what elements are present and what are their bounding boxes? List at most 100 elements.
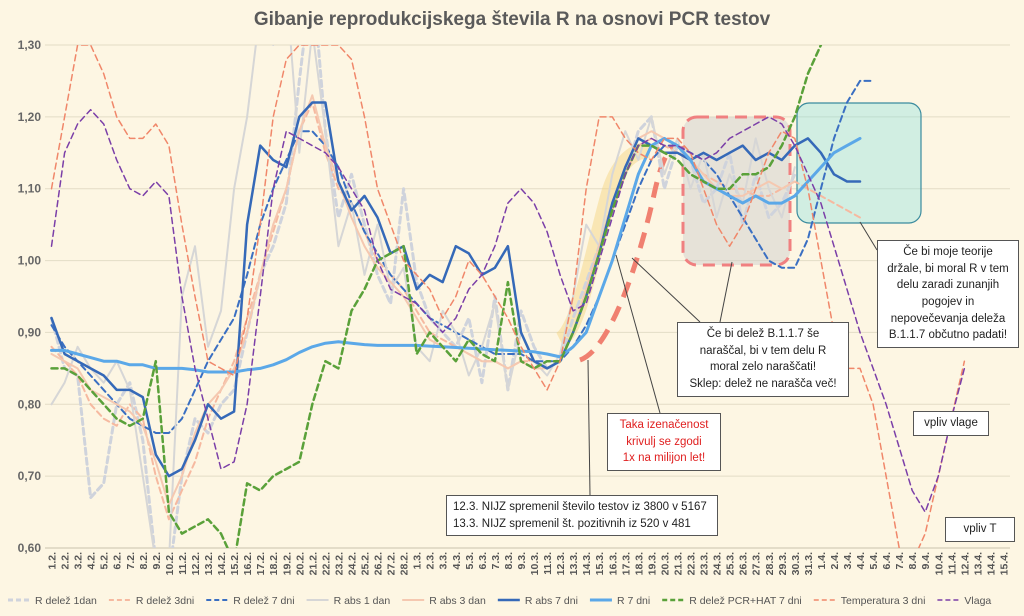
- x-tick-label: 31.3.: [803, 552, 815, 575]
- legend-item: R delež 7 dni: [206, 595, 295, 607]
- legend-label: R abs 3 dan: [429, 595, 486, 607]
- legend-item: R delež PCR+HAT 7 dni: [662, 595, 802, 607]
- annotation-nijz-change: 12.3. NIJZ spremenil število testov iz 3…: [446, 495, 718, 537]
- series-line: [50, 45, 797, 548]
- y-tick-label: 0,80: [18, 397, 42, 411]
- x-tick-label: 2.3.: [425, 552, 437, 570]
- legend-label: R delež 7 dni: [233, 595, 294, 607]
- x-tick-label: 26.2.: [373, 552, 385, 575]
- chart-title: Gibanje reprodukcijskega števila R na os…: [254, 9, 771, 30]
- x-tick-label: 17.3.: [620, 552, 632, 575]
- x-tick-label: 27.3.: [751, 552, 763, 575]
- x-tick-label: 25.2.: [359, 552, 371, 575]
- x-tick-label: 4.3.: [451, 552, 463, 570]
- x-tick-label: 13.3.: [568, 552, 580, 575]
- x-tick-label: 5.3.: [464, 552, 476, 570]
- annotation-coincidence: Taka izenačenost krivulj se zgodi 1x na …: [607, 413, 721, 472]
- series-lines: [50, 45, 966, 548]
- x-tick-label: 22.3.: [686, 552, 698, 575]
- x-tick-label: 10.2.: [164, 552, 176, 575]
- grid: [45, 44, 1010, 549]
- legend-label: R delež 3dni: [136, 595, 194, 607]
- legend-label: R delež PCR+HAT 7 dni: [689, 595, 802, 607]
- x-tick-label: 30.3.: [790, 552, 802, 575]
- x-tick-label: 11.2.: [177, 552, 189, 575]
- x-tick-label: 11.4.: [946, 552, 958, 575]
- x-tick-label: 1.3.: [412, 552, 424, 570]
- annotation-temperature: vpliv T: [945, 517, 1015, 542]
- highlight-hypothesis-zone: [796, 102, 922, 224]
- x-tick-label: 2.2.: [60, 552, 72, 570]
- x-tick-label: 21.3.: [672, 552, 684, 575]
- x-tick-label: 22.2.: [320, 552, 332, 575]
- legend-label: R 7 dni: [617, 595, 650, 607]
- x-tick-label: 7.3.: [490, 552, 502, 570]
- y-axis: 0,60 0,70 0,80 0,90 1,00 1,10 1,20 1,30: [18, 38, 42, 555]
- y-tick-label: 0,90: [18, 325, 42, 339]
- connector-coincidence: [615, 254, 661, 414]
- x-tick-label: 12.3.: [555, 552, 567, 575]
- legend-item: R abs 7 dni: [497, 595, 578, 607]
- x-tick-label: 5.2.: [99, 552, 111, 570]
- x-tick-label: 13.4.: [972, 552, 984, 575]
- x-tick-label: 6.4.: [881, 552, 893, 570]
- x-tick-label: 12.2.: [190, 552, 202, 575]
- x-tick-label: 29.3.: [777, 552, 789, 575]
- series-line: [50, 101, 862, 478]
- connector-b117-a: [631, 257, 701, 323]
- legend-item: Vlaga: [937, 595, 991, 607]
- x-tick-label: 23.2.: [333, 552, 345, 575]
- y-tick-label: 0,60: [18, 541, 42, 555]
- legend-label: R abs 1 dan: [334, 595, 391, 607]
- x-tick-label: 3.4.: [842, 552, 854, 570]
- highlight-dashed-trend: [578, 142, 677, 363]
- x-tick-label: 15.3.: [594, 552, 606, 575]
- legend-item: R delež 3dni: [108, 595, 194, 607]
- x-tick-label: 5.4.: [868, 552, 880, 570]
- x-tick-label: 8.2.: [138, 552, 150, 570]
- x-tick-label: 10.4.: [933, 552, 945, 575]
- y-tick-label: 1,20: [18, 110, 42, 124]
- y-tick-label: 1,30: [18, 38, 42, 52]
- x-tick-label: 19.2.: [281, 552, 293, 575]
- x-tick-label: 24.2.: [346, 552, 358, 575]
- x-tick-label: 21.2.: [307, 552, 319, 575]
- x-tick-label: 10.3.: [529, 552, 541, 575]
- x-tick-label: 28.2.: [399, 552, 411, 575]
- y-tick-label: 1,00: [18, 254, 42, 268]
- x-tick-label: 16.2.: [242, 552, 254, 575]
- x-tick-label: 12.4.: [959, 552, 971, 575]
- x-tick-label: 8.4.: [907, 552, 919, 570]
- annotation-connectors: [587, 221, 878, 496]
- x-tick-label: 8.3.: [503, 552, 515, 570]
- series-line: [50, 79, 875, 434]
- series-line: [50, 108, 966, 513]
- legend-item: R delež 1dan: [8, 595, 97, 607]
- x-tick-label: 18.3.: [633, 552, 645, 575]
- legend-label: R abs 7 dni: [525, 595, 578, 607]
- highlights: [555, 102, 922, 363]
- x-tick-label: 25.3.: [725, 552, 737, 575]
- legend-label: Temperatura 3 dni: [841, 595, 926, 607]
- x-tick-label: 9.4.: [920, 552, 932, 570]
- x-tick-label: 9.2.: [151, 552, 163, 570]
- connector-b117-b: [719, 261, 733, 323]
- x-tick-label: 15.2.: [229, 552, 241, 575]
- x-tick-label: 6.2.: [112, 552, 124, 570]
- x-tick-label: 20.3.: [659, 552, 671, 575]
- x-tick-label: 27.2.: [386, 552, 398, 575]
- series-line: [50, 45, 823, 548]
- legend-label: Vlaga: [964, 595, 991, 607]
- x-tick-label: 18.2.: [268, 552, 280, 575]
- x-tick-label: 6.3.: [477, 552, 489, 570]
- series-line: [50, 136, 862, 374]
- series-line: [50, 45, 966, 548]
- x-axis: 1.2. 2.2. 3.2. 4.2. 5.2. 6.2. 7.2. 8.2. 9.2. 10.2…: [47, 552, 1011, 575]
- legend-item: R abs 3 dan: [402, 595, 486, 607]
- x-tick-label: 1.4.: [816, 552, 828, 570]
- legend: R delež 1dan R delež 3dni R delež 7 dni R a…: [8, 595, 991, 607]
- x-tick-label: 9.3.: [516, 552, 528, 570]
- x-tick-label: 28.3.: [764, 552, 776, 575]
- x-tick-label: 24.3.: [712, 552, 724, 575]
